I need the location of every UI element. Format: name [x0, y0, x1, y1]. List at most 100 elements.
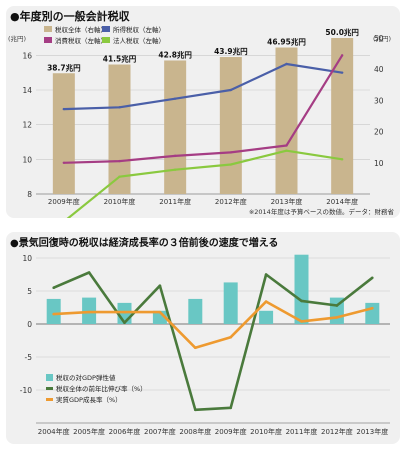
chart1-point — [173, 154, 177, 158]
chart2-point — [300, 320, 303, 323]
chart2-legend-swatch — [46, 398, 53, 401]
chart2-legend-swatch — [46, 374, 53, 381]
chart2-legend-swatch — [46, 387, 53, 390]
chart2-legend-label: 税収の対GDP弾性値 — [56, 373, 116, 382]
chart2-point — [52, 286, 55, 289]
chart1-right-tick: 10 — [374, 159, 384, 168]
chart2-category-label: 2008年度 — [179, 427, 211, 436]
chart1-point — [118, 106, 121, 109]
chart1-point — [118, 159, 121, 163]
chart1-legend-label: 所得税収（左軸） — [113, 25, 165, 34]
chart1-panel: ●年度別の一般会計税収 (兆円) (兆円) 8 10 12 14 16 10 20 30 40 50 38… — [6, 6, 400, 223]
chart2-tick: -5 — [25, 353, 33, 362]
chart2-bar — [82, 297, 97, 324]
chart2-point — [335, 304, 339, 307]
chart1-legend-income: 所得税収（左軸） — [102, 25, 165, 34]
chart2-title: ●景気回復時の税収は経済成長率の３倍前後の速度で増える — [10, 236, 278, 249]
chart1-svg: ●年度別の一般会計税収 (兆円) (兆円) 8 10 12 14 16 10 20 30 40 50 38… — [8, 9, 395, 223]
chart2-category-label: 2013年度 — [356, 427, 388, 436]
chart1-category-label: 2013年度 — [271, 197, 303, 206]
chart1-point — [229, 88, 233, 92]
chart2-point — [194, 346, 197, 350]
chart1-category-label: 2014年度 — [326, 197, 358, 206]
chart1-point — [285, 62, 288, 66]
chart1-legend-swatch — [44, 37, 52, 43]
chart1-bar-label: 43.9兆円 — [214, 46, 248, 56]
chart1-point — [340, 71, 344, 74]
chart2-svg: ●景気回復時の税収は経済成長率の３倍前後の速度で増える -10 -5 0 5 10 2004… — [10, 236, 390, 436]
chart2-category-label: 2012年度 — [321, 427, 353, 436]
chart2-category-label: 2010年度 — [250, 427, 282, 436]
chart1-bar-label: 42.8兆円 — [158, 49, 192, 59]
chart1-line-3 — [63, 149, 343, 223]
chart1-bar — [219, 57, 242, 195]
chart1-point — [285, 149, 288, 152]
chart1-footnote: ※2014年度は予算ベースの数値。データ：財務省 — [249, 207, 395, 216]
chart2-bar — [294, 254, 309, 324]
chart1-legend-label: 法人税収（左軸） — [113, 36, 165, 45]
chart1-left-unit: (兆円) — [8, 34, 26, 43]
chart1-bar-label: 46.95兆円 — [267, 37, 306, 47]
chart1-left-tick: 8 — [27, 190, 32, 199]
chart2-tick: 5 — [27, 287, 32, 296]
chart1-bar — [275, 47, 298, 195]
chart1-legend-label: 税収全体（右軸） — [55, 25, 107, 34]
chart1-point — [173, 97, 177, 100]
chart2-category-label: 2005年度 — [73, 427, 105, 436]
chart2-point — [264, 273, 268, 276]
chart2-category-label: 2007年度 — [144, 427, 176, 436]
chart2-point — [300, 299, 303, 303]
chart1-point — [340, 158, 344, 161]
chart2-line-1 — [53, 271, 374, 412]
chart2-point — [158, 284, 162, 288]
chart1-category-label: 2010年度 — [104, 197, 136, 206]
chart1-legend-total: 税収全体（右軸） — [44, 25, 107, 34]
chart1-legend-corporate: 法人税収（左軸） — [102, 36, 165, 45]
chart1-bar — [108, 64, 131, 194]
chart1-point — [229, 163, 233, 166]
chart1-point — [118, 175, 121, 178]
chart1-right-unit: (兆円) — [373, 34, 391, 43]
chart1-left-tick: 10 — [22, 155, 32, 164]
chart1-point — [62, 161, 66, 164]
chart1-legend-swatch — [102, 37, 110, 43]
chart2-point — [52, 312, 55, 316]
chart2-point — [229, 406, 232, 410]
chart2-point — [335, 316, 339, 319]
chart1-legend-consumption: 消費税収（左軸） — [44, 36, 107, 45]
chart1-left-tick: 12 — [22, 121, 32, 130]
chart2-line-2 — [53, 300, 373, 350]
chart2-point — [158, 310, 162, 314]
chart1-bar — [52, 73, 75, 194]
chart2-category-label: 2009年度 — [215, 427, 247, 436]
chart1-legend-swatch — [44, 26, 52, 32]
chart2-bar — [46, 298, 61, 324]
chart1-category-label: 2009年度 — [48, 197, 80, 206]
chart2-bar — [259, 310, 274, 324]
chart1-line-2 — [63, 54, 344, 164]
chart1-point — [229, 151, 233, 154]
chart2-point — [264, 300, 268, 303]
chart2-category-label: 2006年度 — [109, 427, 141, 436]
chart2-point — [371, 276, 374, 280]
chart2-point — [123, 310, 126, 314]
chart1-point — [62, 107, 66, 111]
chart2-point — [229, 335, 232, 339]
chart1-point — [285, 144, 288, 147]
chart2-category-label: 2004年度 — [38, 427, 70, 436]
chart1-bar — [331, 38, 354, 194]
chart1-bar-label: 50.0兆円 — [325, 27, 359, 37]
chart1-left-tick: 14 — [22, 86, 32, 95]
chart2-legend-tax-growth: 税収全体の前年比伸び率（%） — [46, 384, 147, 393]
chart1-bar — [164, 60, 187, 194]
chart1-right-tick: 50 — [374, 34, 384, 43]
chart1-category-label: 2011年度 — [159, 197, 191, 206]
chart2-point — [87, 271, 91, 274]
chart2-tick: -10 — [20, 386, 32, 395]
chart1-line-1 — [63, 62, 343, 111]
chart1-category-label: 2012年度 — [215, 197, 247, 206]
chart2-point — [123, 321, 126, 324]
chart1-right-tick: 30 — [374, 96, 384, 105]
chart2-point — [371, 306, 374, 310]
chart2-legend-label: 実質GDP成長率（%） — [56, 395, 122, 404]
